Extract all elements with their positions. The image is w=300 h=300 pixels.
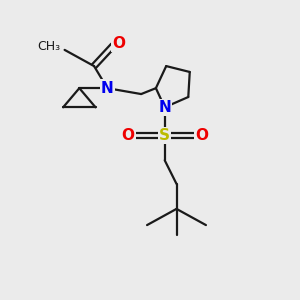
Text: N: N bbox=[101, 81, 114, 96]
Text: O: O bbox=[195, 128, 208, 143]
Text: S: S bbox=[159, 128, 170, 143]
Text: O: O bbox=[122, 128, 134, 143]
Text: O: O bbox=[112, 36, 126, 51]
Text: CH₃: CH₃ bbox=[37, 40, 60, 53]
Text: N: N bbox=[158, 100, 171, 115]
